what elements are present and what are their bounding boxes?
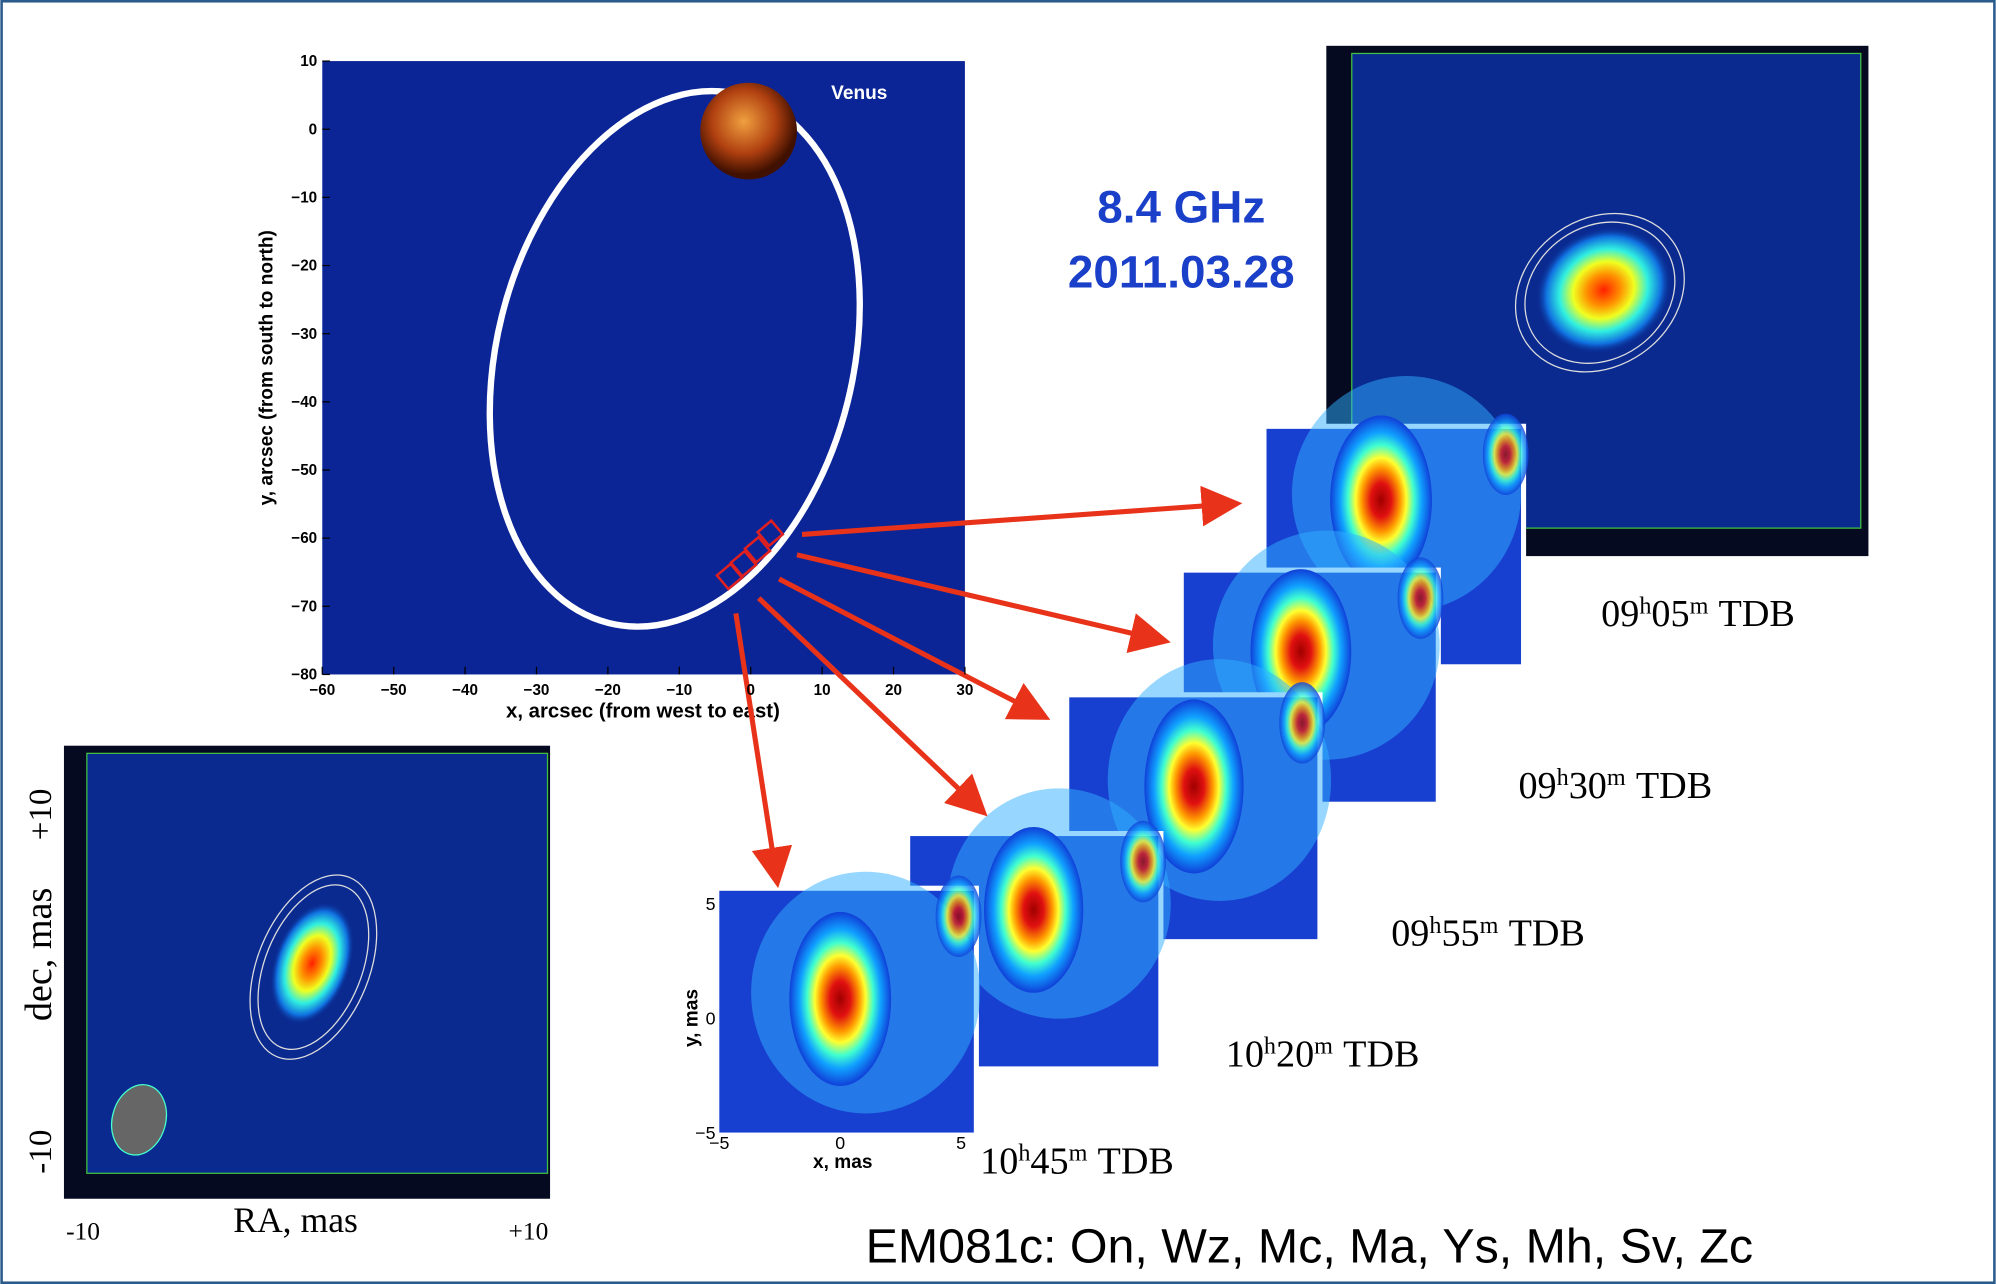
x-tick-label: 30 [956,682,973,699]
time-label: 09h30m TDB [1518,764,1712,807]
y-axis-label: y, mas [682,989,703,1047]
x-tick-label: 0 [835,1133,845,1153]
x-tick-label: −50 [381,682,407,699]
y-tick-label: −80 [291,667,317,684]
x-tick-label: −10 [666,682,692,699]
frequency: 8.4 GHz [1097,182,1265,233]
x-tick-label: 5 [956,1133,966,1153]
y-tick-label: 0 [309,121,318,138]
time-part: h [1264,1033,1276,1060]
y-axis-label: y, arcsec (from south to north) [257,230,278,505]
time-part: h [1018,1140,1030,1167]
x-tick-label: −40 [452,682,478,699]
x-tick-label: 20 [885,682,902,699]
time-part: h [1557,764,1569,791]
page: {"orbit_plot":{"annotation":"Venus","xla… [0,0,1996,1284]
time-part: 10 [980,1140,1018,1182]
time-label: 10h45m TDB [980,1140,1174,1183]
x-tick-label: 0 [746,682,755,699]
x-tick-label: −60 [309,682,335,699]
y-tick-label: −10 [291,189,317,206]
x-axis-label: x, mas [813,1152,872,1173]
time-part: TDB [1509,913,1585,955]
time-part: 55 [1441,913,1479,955]
y-tick-label: −70 [291,598,317,615]
time-part: 20 [1276,1033,1314,1075]
time-part: h [1429,912,1441,939]
time-part: TDB [1636,765,1712,807]
time-part: 10 [1226,1033,1264,1075]
time-part: h [1639,592,1651,619]
time-part: m [1314,1033,1333,1060]
ra-left: -10 [66,1216,100,1245]
x-tick-label: −20 [595,682,621,699]
time-part: 45 [1030,1140,1068,1182]
venus [700,83,797,180]
dec-label: dec, mas [18,888,60,1022]
stations: EM081c: On, Wz, Mc, Ma, Ys, Mh, Sv, Zc [866,1219,1753,1273]
blob-side [1279,682,1325,763]
time-part: m [1607,764,1626,791]
blob-side [936,876,982,957]
blob-side [1483,414,1529,495]
ra-right: +10 [509,1216,549,1245]
time-part: 09 [1391,913,1429,955]
y-tick-label: −5 [695,1123,715,1143]
venus-label: Venus [831,83,887,104]
y-tick-label: −50 [291,462,317,479]
y-tick-label: 10 [300,53,317,70]
time-part: TDB [1719,593,1795,635]
blob [789,912,891,1086]
time-label: 10h20m TDB [1226,1033,1420,1076]
dec-bottom: -10 [23,1130,59,1174]
time-part: 09 [1518,765,1556,807]
time-part: TDB [1098,1140,1174,1182]
time-label: 09h55m TDB [1391,912,1585,955]
blob [984,827,1083,993]
dec-top: +10 [23,789,59,841]
blob-side [1398,557,1444,638]
x-axis-label: x, arcsec (from west to east) [506,701,780,723]
ra-label: RA, mas [233,1200,358,1240]
x-tick-label: −30 [524,682,550,699]
time-part: m [1480,912,1499,939]
x-tick-label: 10 [814,682,831,699]
time-part: m [1069,1140,1088,1167]
blob-side [1120,821,1166,902]
y-tick-label: −40 [291,394,317,411]
date: 2011.03.28 [1068,247,1295,298]
time-part: 05 [1651,593,1689,635]
y-tick-label: −30 [291,326,317,343]
time-part: TDB [1343,1033,1419,1075]
y-tick-label: −20 [291,258,317,275]
y-tick-label: −60 [291,530,317,547]
time-part: m [1690,592,1709,619]
y-tick-label: 0 [706,1008,716,1028]
y-tick-label: 5 [706,894,716,914]
slide: Venus y, arcsec (from south to north) x,… [0,0,1996,1284]
orbit-plot-area [322,61,965,674]
time-part: 09 [1601,593,1639,635]
time-label: 09h05m TDB [1601,592,1795,635]
time-part: 30 [1569,765,1607,807]
